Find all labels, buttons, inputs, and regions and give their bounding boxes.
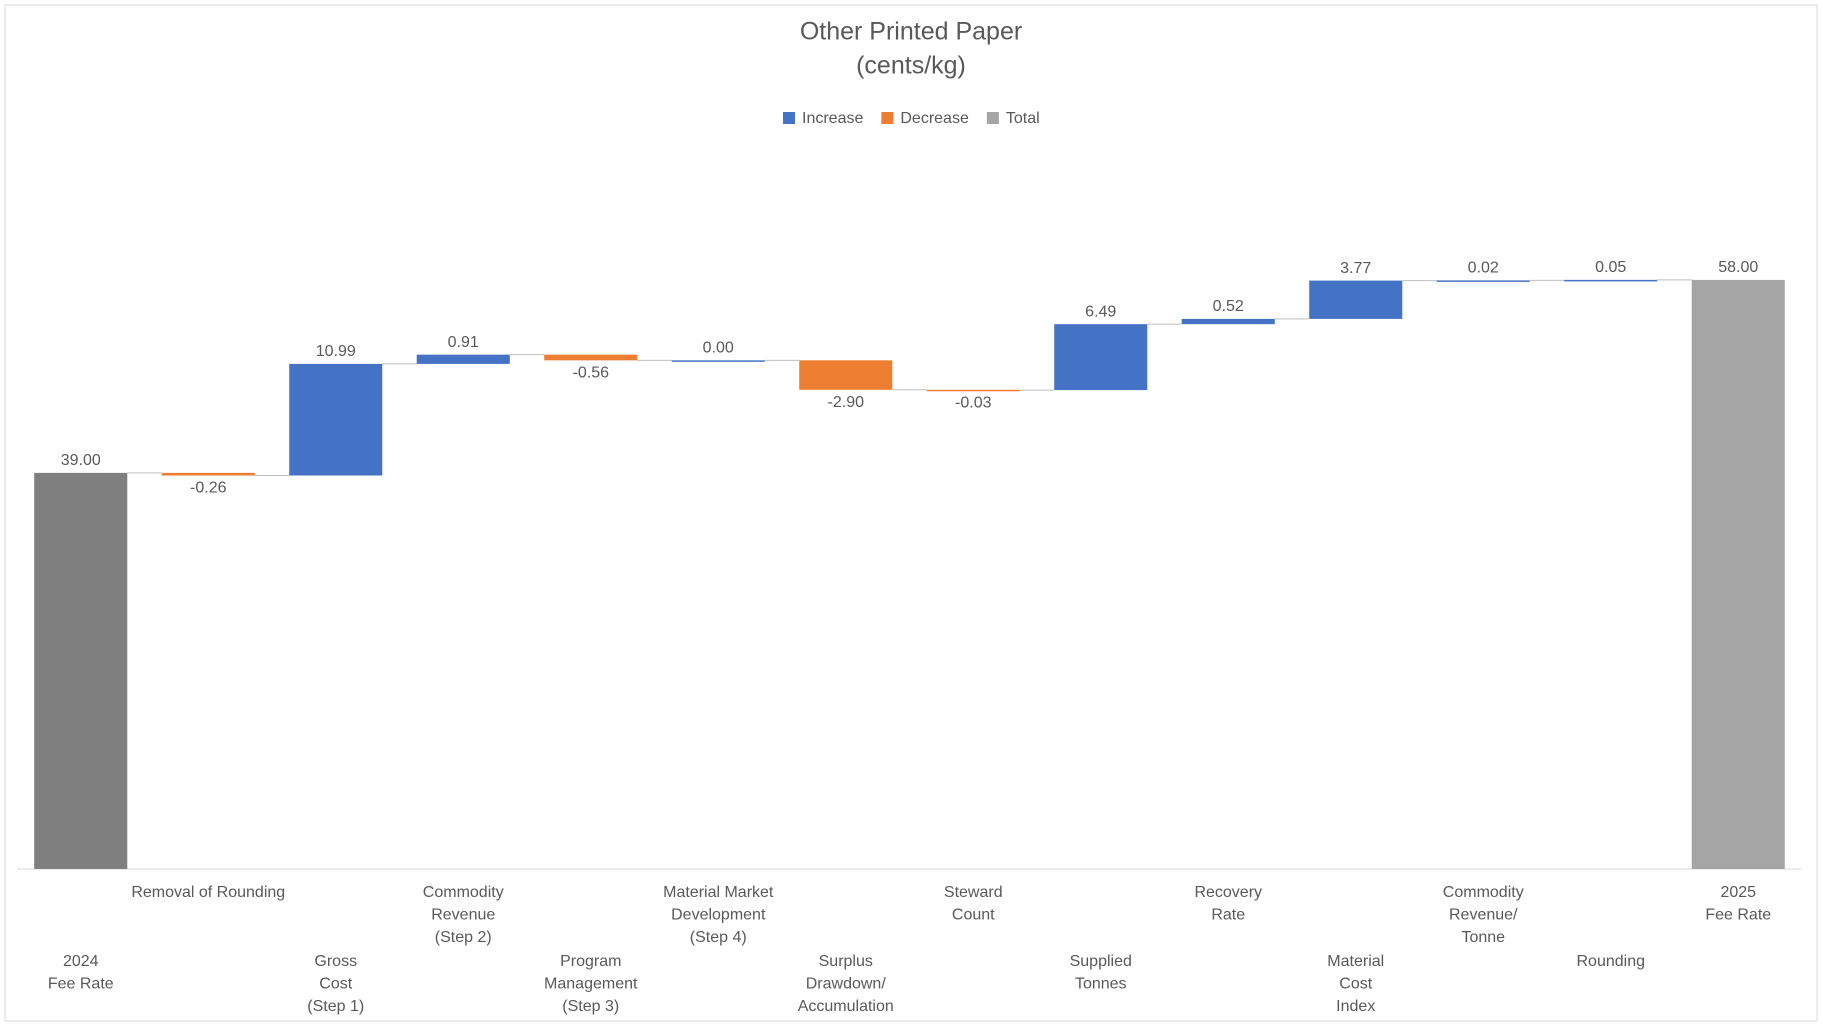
x-tick-label-line: Steward: [944, 884, 1003, 901]
x-tick-label-line: Cost: [1339, 976, 1372, 993]
legend-label: Decrease: [900, 110, 969, 127]
x-tick-label-line: Index: [1336, 998, 1375, 1015]
x-tick-label-line: Commodity: [1443, 884, 1524, 901]
x-tick-label: Commodity Revenue/Tonne: [1443, 884, 1524, 946]
chart-title: (cents/kg): [856, 52, 966, 80]
x-tick-label-line: Accumulation: [798, 998, 894, 1015]
legend-label: Total: [1006, 110, 1040, 127]
bar: [926, 389, 1020, 392]
chart-frame: [4, 4, 1818, 1022]
x-tick-label: 2025 Fee Rate: [1705, 884, 1771, 924]
x-tick-label: Program Management (Step 3): [544, 953, 638, 1015]
x-tick-label: Material Market Development (Step 4): [663, 884, 774, 946]
x-tick-label-line: Revenue/: [1449, 907, 1518, 924]
bar: [34, 472, 128, 869]
x-tick-label-line: 2024: [63, 953, 99, 970]
x-tick-label: 2024 Fee Rate: [48, 953, 114, 993]
x-tick-label: Removal of Rounding: [131, 884, 285, 901]
value-label: 0.05: [1595, 259, 1626, 276]
chart-title: Other Printed Paper: [800, 18, 1022, 46]
legend-swatch: [783, 112, 795, 124]
x-tick-label-line: Fee Rate: [1705, 907, 1771, 924]
x-tick-label: Recovery Rate: [1194, 884, 1262, 924]
x-tick-label-line: Tonne: [1461, 929, 1505, 946]
bar: [289, 363, 383, 476]
x-tick-label-line: (Step 4): [690, 929, 747, 946]
value-label: 3.77: [1340, 260, 1371, 277]
x-tick-label-line: Gross: [314, 953, 357, 970]
legend-swatch: [986, 112, 999, 124]
x-tick-label-line: Management: [544, 976, 638, 993]
x-tick-label-line: Material Market: [663, 884, 774, 901]
bar: [544, 354, 638, 361]
bar: [1309, 280, 1403, 319]
value-label: 58.00: [1718, 259, 1758, 276]
value-label: -2.90: [828, 394, 865, 411]
legend-label: Increase: [802, 110, 863, 127]
value-label: 0.02: [1468, 260, 1499, 277]
value-label: 6.49: [1085, 303, 1116, 320]
bar: [671, 360, 765, 362]
x-tick-label-line: Development: [671, 907, 766, 924]
x-tick-label-line: Count: [952, 907, 995, 924]
x-tick-label: Commodity Revenue (Step 2): [423, 884, 504, 946]
value-label: -0.26: [190, 480, 227, 497]
x-tick-label-line: (Step 1): [307, 998, 364, 1015]
x-tick-label-line: (Step 2): [435, 929, 492, 946]
bar: [161, 472, 255, 476]
x-tick-label-line: Recovery: [1194, 884, 1262, 901]
bar: [799, 360, 893, 390]
x-tick-label-line: (Step 3): [562, 998, 619, 1015]
x-tick-label-line: Drawdown/: [806, 976, 887, 993]
x-tick-label-line: Rate: [1211, 907, 1245, 924]
value-label: -0.03: [955, 394, 992, 411]
value-label: 0.00: [703, 340, 734, 357]
value-label: 10.99: [316, 343, 356, 360]
x-tick-label-line: Supplied: [1070, 953, 1132, 970]
x-tick-label: Gross Cost (Step 1): [307, 953, 364, 1015]
x-tick-label-line: Rounding: [1577, 953, 1646, 970]
x-tick-label: Supplied Tonnes: [1070, 953, 1132, 993]
x-tick-label-line: Program: [560, 953, 621, 970]
bar: [1564, 279, 1658, 282]
x-tick-label: Rounding: [1577, 953, 1646, 970]
value-label: 0.91: [448, 334, 479, 351]
legend-swatch: [881, 112, 894, 124]
bar: [1054, 324, 1148, 391]
bar: [416, 354, 510, 364]
x-tick-label-line: Removal of Rounding: [131, 884, 285, 901]
bar: [1691, 279, 1785, 869]
bar: [1436, 280, 1530, 282]
x-tick-label: Surplus Drawdown/Accumulation: [798, 953, 894, 1015]
x-tick-label-line: Commodity: [423, 884, 504, 901]
x-tick-label: Material Cost Index: [1327, 953, 1384, 1015]
x-tick-label-line: Fee Rate: [48, 976, 114, 993]
x-tick-label: Steward Count: [944, 884, 1003, 924]
value-label: 39.00: [61, 452, 101, 469]
x-tick-label-line: Cost: [319, 976, 352, 993]
x-tick-label-line: Surplus: [819, 953, 873, 970]
x-tick-label-line: Revenue: [431, 907, 495, 924]
x-tick-label-line: Material: [1327, 953, 1384, 970]
value-label: -0.56: [573, 365, 610, 382]
x-tick-label-line: 2025: [1720, 884, 1756, 901]
x-tick-label-line: Tonnes: [1075, 976, 1127, 993]
value-label: 0.52: [1213, 298, 1244, 315]
bar: [1181, 318, 1275, 325]
